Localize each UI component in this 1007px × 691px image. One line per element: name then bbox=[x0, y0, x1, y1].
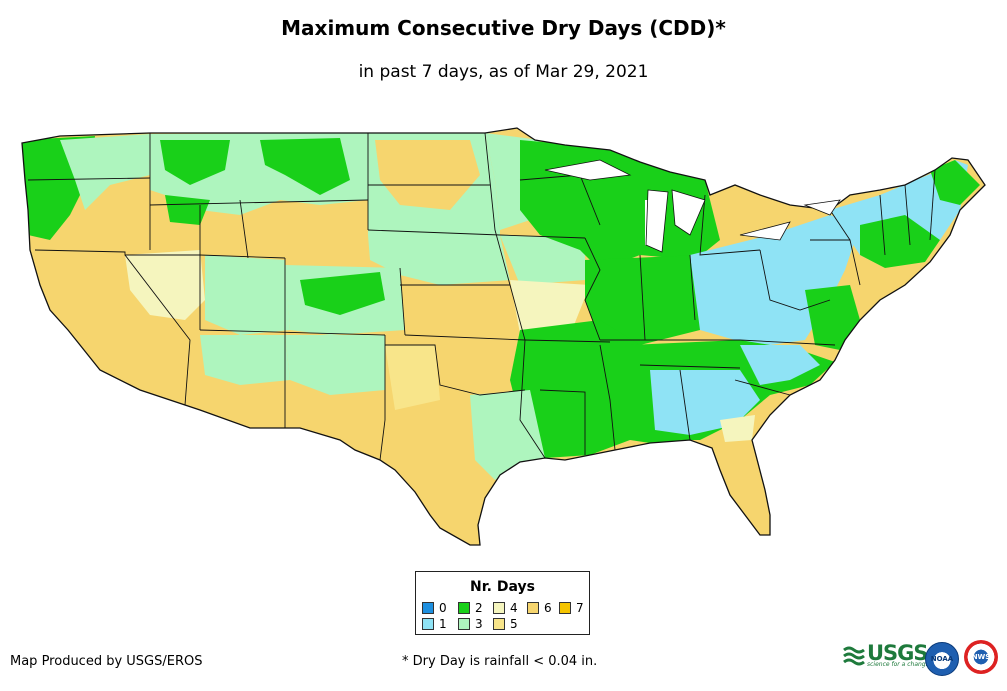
legend-swatch-4 bbox=[493, 602, 505, 614]
usgs-logo: USGS science for a changing world bbox=[843, 643, 953, 668]
dry-day-note: * Dry Day is rainfall < 0.04 in. bbox=[402, 654, 598, 669]
nws-label: NWS bbox=[971, 653, 991, 661]
zone-rockies-green1 bbox=[160, 140, 230, 185]
zone-texas-panhandle bbox=[385, 345, 440, 410]
legend-swatch-2 bbox=[458, 602, 470, 614]
legend-label-3: 3 bbox=[475, 617, 483, 631]
zone-florida-yellow bbox=[690, 440, 770, 535]
legend-label-5: 5 bbox=[510, 617, 518, 631]
legend-item-4: 4 bbox=[493, 601, 518, 615]
zone-nebraska-light bbox=[368, 235, 510, 285]
legend-item-5: 5 bbox=[493, 617, 518, 631]
legend-item-3: 3 bbox=[458, 617, 483, 631]
legend-label-7: 7 bbox=[576, 601, 584, 615]
map-subtitle: in past 7 days, as of Mar 29, 2021 bbox=[358, 62, 649, 82]
zone-iowa-light bbox=[500, 235, 585, 285]
zone-colorado-green bbox=[300, 272, 385, 315]
state-boundaries bbox=[21, 127, 986, 546]
legend-item-2: 2 bbox=[458, 601, 483, 615]
legend-label-6: 6 bbox=[544, 601, 552, 615]
zone-texas-east-light bbox=[470, 390, 545, 480]
nws-logo-icon: NWS bbox=[964, 640, 998, 674]
zone-mississippi-green bbox=[510, 320, 650, 458]
zone-nm-light bbox=[285, 335, 385, 395]
zone-idaho-green bbox=[165, 195, 210, 225]
legend-label-2: 2 bbox=[475, 601, 483, 615]
legend-swatch-7 bbox=[559, 602, 571, 614]
legend-item-6: 6 bbox=[527, 601, 552, 615]
usgs-wave-icon bbox=[843, 646, 865, 665]
legend-swatch-6 bbox=[527, 602, 539, 614]
zone-utah-light bbox=[205, 255, 290, 335]
usgs-wordmark: USGS bbox=[867, 641, 929, 665]
legend-swatch-3 bbox=[458, 618, 470, 630]
zone-newengland-green bbox=[860, 215, 940, 268]
zone-dakota-yellow bbox=[375, 140, 480, 210]
legend-item-1: 1 bbox=[422, 617, 447, 631]
zone-pnw-light bbox=[60, 134, 150, 210]
great-lakes bbox=[544, 159, 841, 253]
legend-swatch-0 bbox=[422, 602, 434, 614]
legend-label-4: 4 bbox=[510, 601, 518, 615]
legend: Nr. Days 0 1 2 3 4 5 6 7 bbox=[415, 571, 590, 635]
zone-georgia-lightyellow bbox=[720, 415, 755, 442]
legend-label-0: 0 bbox=[439, 601, 447, 615]
zone-az-light bbox=[200, 335, 290, 385]
noaa-logo-icon: NOAA bbox=[925, 642, 959, 676]
zone-carolina-blue bbox=[740, 345, 820, 385]
zone-nv-lightyellow bbox=[125, 250, 205, 320]
legend-title: Nr. Days bbox=[470, 579, 535, 595]
zone-rockies-green2 bbox=[260, 138, 350, 195]
zone-maine-green bbox=[930, 160, 980, 205]
legend-swatch-5 bbox=[493, 618, 505, 630]
legend-item-0: 0 bbox=[422, 601, 447, 615]
zone-midatlantic-green bbox=[805, 285, 860, 350]
usgs-tagline: science for a changing world bbox=[867, 661, 954, 668]
legend-item-7: 7 bbox=[559, 601, 584, 615]
legend-swatch-1 bbox=[422, 618, 434, 630]
producer-credit: Map Produced by USGS/EROS bbox=[10, 654, 203, 669]
legend-label-1: 1 bbox=[439, 617, 447, 631]
map-title: Maximum Consecutive Dry Days (CDD)* bbox=[281, 16, 726, 40]
noaa-label: NOAA bbox=[930, 655, 954, 663]
